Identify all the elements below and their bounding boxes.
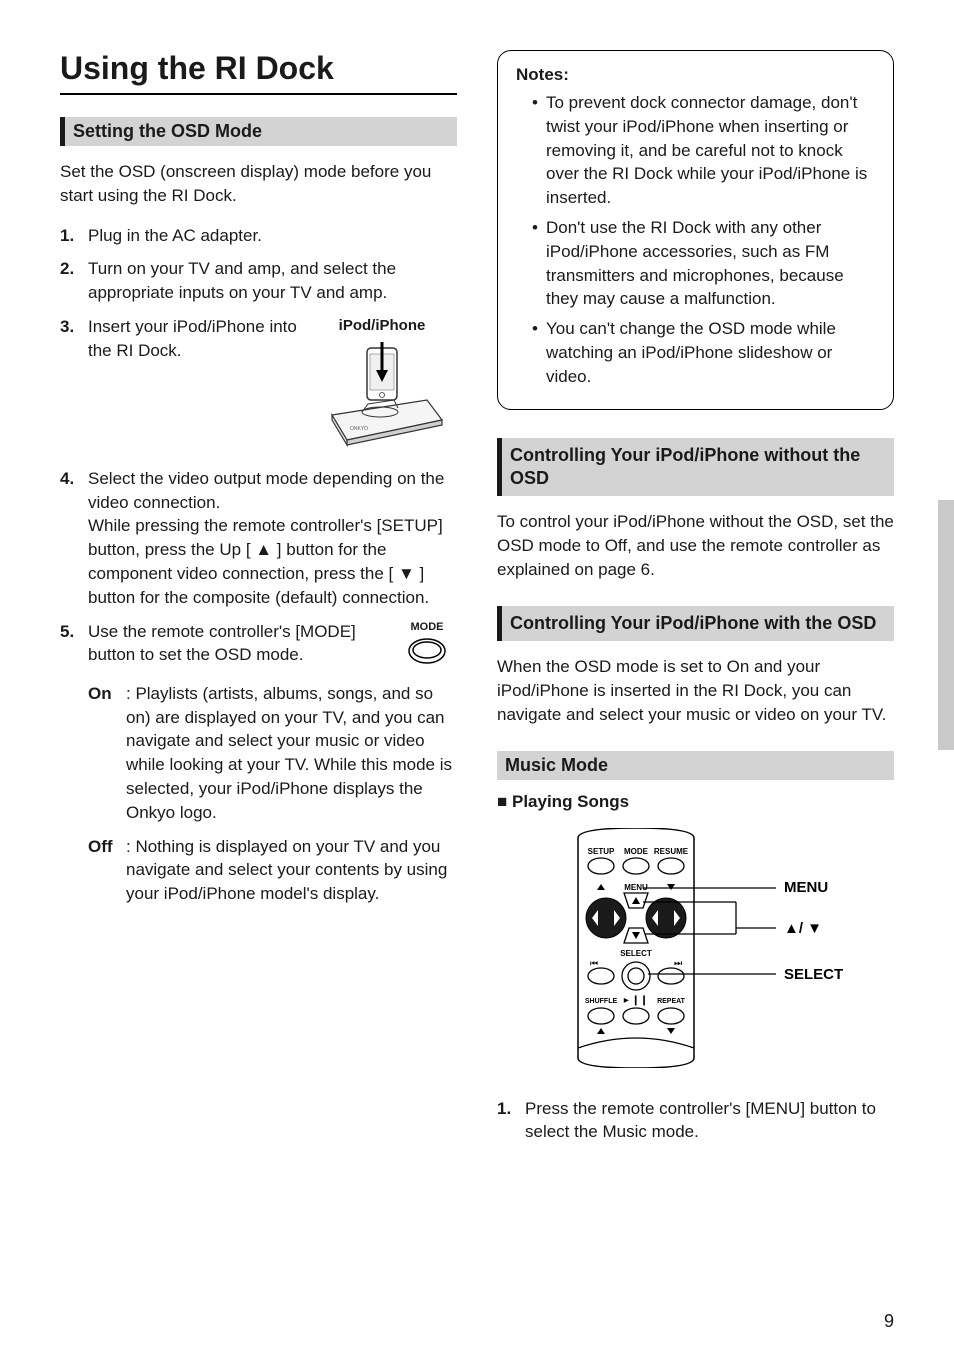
svg-text:▸ ❙❙: ▸ ❙❙ [623, 995, 648, 1006]
mode-on-label: On [88, 682, 112, 706]
svg-text:MODE: MODE [624, 847, 649, 856]
svg-text:⏭: ⏭ [673, 958, 681, 968]
notes-title: Notes: [516, 65, 875, 85]
heading-playing-songs: ■ Playing Songs [497, 792, 894, 812]
heading-with-osd: Controlling Your iPod/iPhone with the OS… [497, 606, 894, 641]
dock-illustration: ONKYO [312, 340, 452, 450]
mode-off: Off : Nothing is displayed on your TV an… [88, 835, 457, 906]
remote-diagram: SETUP MODE RESUME MENU [497, 828, 894, 1073]
svg-text:MENU: MENU [784, 879, 828, 896]
heading-without-osd: Controlling Your iPod/iPhone without the… [497, 438, 894, 497]
svg-text:SETUP: SETUP [587, 847, 614, 856]
note-1: To prevent dock connector damage, don't … [532, 91, 875, 210]
dock-figure: iPod/iPhone ONKYO [307, 315, 457, 457]
mode-button-label: MODE [397, 620, 457, 635]
svg-text:▲/ ▼: ▲/ ▼ [784, 920, 822, 937]
mode-off-text: : Nothing is displayed on your TV and yo… [126, 837, 447, 904]
mode-on-text: : Playlists (artists, albums, songs, and… [126, 684, 452, 822]
left-column: Using the RI Dock Setting the OSD Mode S… [60, 50, 457, 1154]
mode-button-figure: MODE [397, 620, 457, 672]
right-column: Notes: To prevent dock connector damage,… [497, 50, 894, 1154]
step-1: Plug in the AC adapter. [60, 224, 457, 248]
svg-text:ONKYO: ONKYO [350, 426, 368, 432]
heading-osd-mode: Setting the OSD Mode [60, 117, 457, 146]
title-rule [60, 93, 457, 95]
step-4: Select the video output mode depending o… [60, 467, 457, 610]
svg-text:SELECT: SELECT [620, 949, 652, 958]
page-number: 9 [884, 1311, 894, 1332]
note-2: Don't use the RI Dock with any other iPo… [532, 216, 875, 311]
svg-text:SHUFFLE: SHUFFLE [584, 998, 617, 1005]
heading-music-mode: Music Mode [497, 751, 894, 780]
step-5: MODE Use the remote controller's [MODE] … [60, 620, 457, 672]
step4b-text: While pressing the remote controller's [… [88, 516, 443, 606]
notes-box: Notes: To prevent dock connector damage,… [497, 50, 894, 410]
step-2: Turn on your TV and amp, and select the … [60, 257, 457, 305]
step4a-text: Select the video output mode depending o… [88, 469, 444, 512]
dock-label: iPod/iPhone [307, 315, 457, 336]
para-without-osd: To control your iPod/iPhone without the … [497, 510, 894, 581]
svg-text:RESUME: RESUME [653, 847, 688, 856]
para-with-osd: When the OSD mode is set to On and your … [497, 655, 894, 726]
svg-text:REPEAT: REPEAT [657, 998, 686, 1005]
svg-text:SELECT: SELECT [784, 966, 843, 983]
step5-text: Use the remote controller's [MODE] butto… [88, 622, 356, 665]
page-title: Using the RI Dock [60, 50, 457, 87]
step3-text: Insert your iPod/iPhone into the RI Dock… [88, 317, 297, 360]
music-step-1: Press the remote controller's [MENU] but… [497, 1097, 894, 1145]
mode-button-icon [407, 637, 447, 665]
step-3: iPod/iPhone ONKYO [60, 315, 457, 457]
intro-text: Set the OSD (onscreen display) mode befo… [60, 160, 457, 208]
mode-off-label: Off [88, 835, 113, 859]
mode-on: On : Playlists (artists, albums, songs, … [88, 682, 457, 825]
note-3: You can't change the OSD mode while watc… [532, 317, 875, 388]
svg-text:⏮: ⏮ [589, 958, 597, 968]
page-tab [938, 500, 954, 750]
remote-svg: SETUP MODE RESUME MENU [506, 828, 886, 1068]
